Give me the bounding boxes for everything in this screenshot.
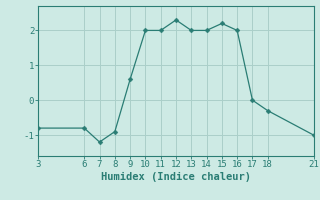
X-axis label: Humidex (Indice chaleur): Humidex (Indice chaleur) (101, 172, 251, 182)
